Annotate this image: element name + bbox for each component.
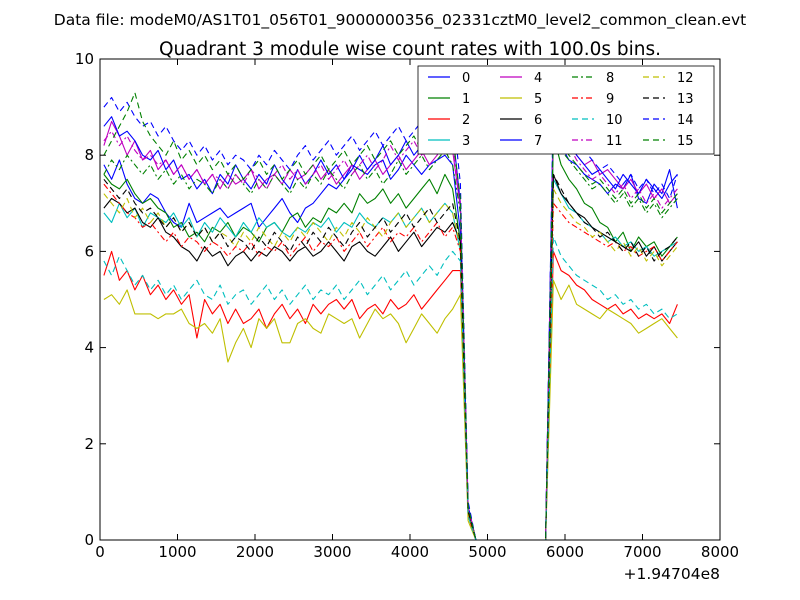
- legend-label-7: 7: [534, 134, 542, 149]
- legend-label-14: 14: [677, 113, 694, 128]
- x-tick-label: 8000: [701, 543, 739, 561]
- legend-label-1: 1: [462, 92, 470, 107]
- chart-title: Quadrant 3 module wise count rates with …: [159, 39, 661, 60]
- x-tick-label: 5000: [468, 543, 506, 561]
- legend-label-0: 0: [462, 71, 470, 86]
- series-line-11: [103, 116, 678, 540]
- y-tick-label: 6: [84, 242, 94, 260]
- legend-label-3: 3: [462, 134, 470, 149]
- legend-label-4: 4: [534, 71, 542, 86]
- series-line-2: [103, 250, 678, 540]
- legend-label-10: 10: [606, 113, 623, 128]
- legend-label-2: 2: [462, 113, 470, 128]
- x-tick-label: 6000: [546, 543, 584, 561]
- y-tick-label: 2: [84, 435, 94, 453]
- series-line-1: [103, 135, 678, 540]
- y-tick-label: 0: [84, 531, 94, 549]
- legend-label-8: 8: [606, 71, 614, 86]
- y-tick-label: 8: [84, 146, 94, 164]
- series-layer: [103, 92, 678, 540]
- series-line-5: [103, 279, 678, 540]
- legend-label-12: 12: [677, 71, 694, 86]
- x-axis: 0 1000 2000 3000 4000 5000 6000 7000 8000: [95, 59, 739, 561]
- x-tick-label: 3000: [313, 543, 351, 561]
- suptitle: Data file: modeM0/AS1T01_056T01_90000003…: [54, 11, 746, 30]
- series-line-6: [103, 173, 678, 540]
- x-tick-label: 1000: [158, 543, 196, 561]
- series-line-10: [103, 236, 678, 540]
- x-tick-label: 7000: [623, 543, 661, 561]
- series-line-7: [103, 106, 678, 540]
- legend-box: [417, 65, 715, 155]
- legend-label-9: 9: [606, 92, 614, 107]
- x-offset-label: +1.94704e8: [624, 565, 720, 583]
- y-tick-label: 10: [75, 50, 94, 68]
- series-line-8: [103, 130, 678, 540]
- legend-label-15: 15: [677, 134, 694, 149]
- legend-label-11: 11: [606, 134, 623, 149]
- series-line-9: [103, 183, 678, 540]
- y-tick-label: 4: [84, 339, 94, 357]
- x-tick-label: 2000: [236, 543, 274, 561]
- x-tick-label: 0: [95, 543, 105, 561]
- legend-label-6: 6: [534, 113, 542, 128]
- series-line-15: [103, 92, 678, 540]
- series-line-13: [103, 173, 678, 540]
- legend-label-13: 13: [677, 92, 694, 107]
- legend-label-5: 5: [534, 92, 542, 107]
- x-tick-label: 4000: [391, 543, 429, 561]
